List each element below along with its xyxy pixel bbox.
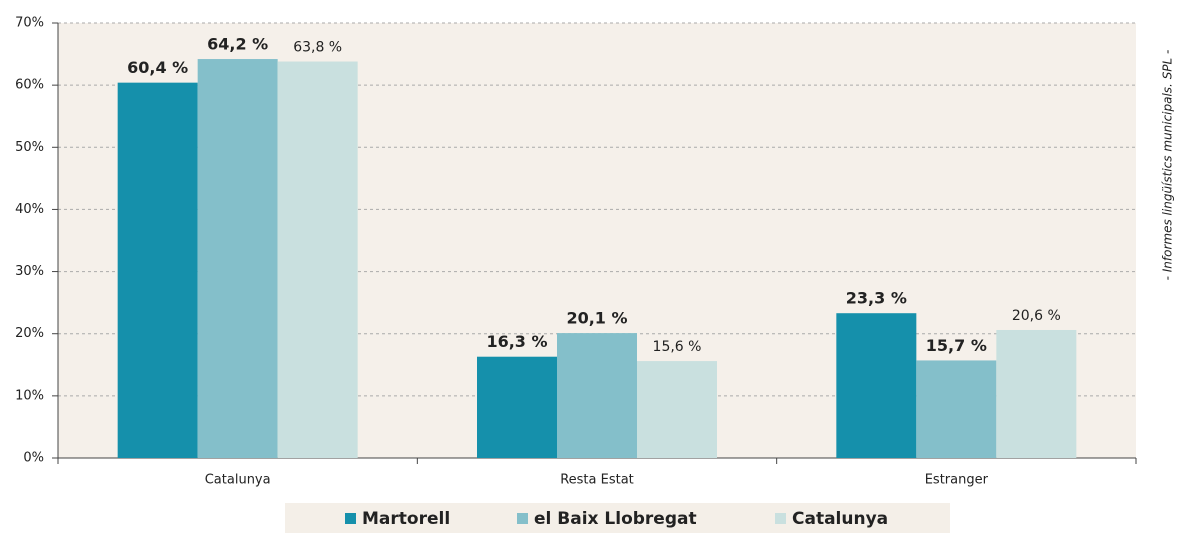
legend-swatch (517, 513, 528, 524)
value-label: 16,3 % (486, 332, 547, 351)
value-label: 23,3 % (846, 289, 907, 308)
bar (197, 59, 278, 459)
value-label: 15,7 % (926, 336, 987, 355)
value-label: 15,6 % (653, 339, 702, 355)
bar (996, 329, 1077, 458)
y-tick-label: 10% (15, 388, 44, 403)
legend-swatch (345, 513, 356, 524)
value-label: 20,1 % (566, 309, 627, 328)
legend-label: el Baix Llobregat (534, 509, 697, 529)
value-label: 64,2 % (207, 35, 268, 54)
y-tick-label: 20% (15, 326, 44, 341)
bar (117, 82, 198, 459)
value-label: 63,8 % (293, 40, 342, 56)
legend-box (285, 503, 950, 533)
legend-label: Martorell (362, 509, 450, 529)
value-label: 60,4 % (127, 58, 188, 77)
y-tick-label: 40% (15, 202, 44, 217)
legend-swatch (775, 513, 786, 524)
x-tick-label: Catalunya (205, 473, 271, 488)
bar (637, 361, 717, 458)
y-tick-label: 70% (15, 16, 44, 31)
value-label: 20,6 % (1012, 308, 1061, 324)
bar (277, 61, 358, 459)
y-tick-label: 30% (15, 264, 44, 279)
source-note: - Informes lingüístics municipals. SPL - (1161, 50, 1175, 281)
legend-label: Catalunya (792, 509, 888, 529)
bar (916, 360, 997, 458)
x-tick-label: Estranger (925, 473, 989, 488)
bar (836, 313, 917, 458)
y-tick-label: 50% (15, 140, 44, 155)
y-tick-label: 60% (15, 78, 44, 93)
bar (477, 356, 557, 458)
x-tick-label: Resta Estat (560, 473, 634, 488)
y-tick-label: 0% (23, 451, 44, 466)
bar (557, 333, 637, 458)
